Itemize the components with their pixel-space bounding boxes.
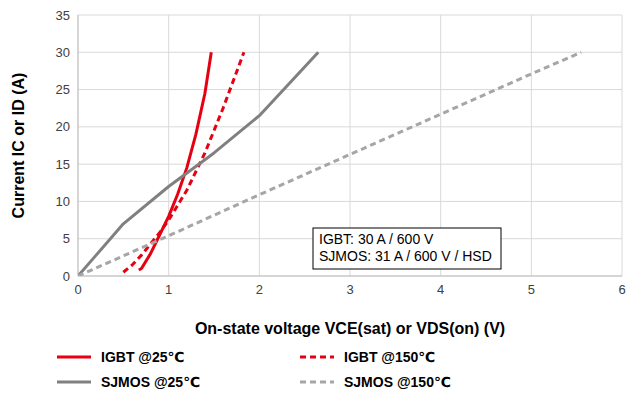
annotation-frame xyxy=(313,228,501,269)
legend-swatch xyxy=(300,356,334,359)
y-grid-line xyxy=(78,52,622,53)
y-tick-label: 15 xyxy=(56,157,70,172)
series-line xyxy=(123,52,244,272)
legend-swatch xyxy=(57,356,91,359)
y-tick-label: 35 xyxy=(56,8,70,23)
x-tick-label: 2 xyxy=(256,282,263,297)
x-tick-label: 4 xyxy=(437,282,444,297)
y-tick-label: 5 xyxy=(63,231,70,246)
y-tick-label: 0 xyxy=(63,269,70,284)
legend-label: SJMOS @150℃ xyxy=(344,374,451,390)
y-grid-line xyxy=(78,276,622,277)
y-tick-label: 10 xyxy=(56,194,70,209)
y-tick-label: 30 xyxy=(56,45,70,60)
y-axis-label: Current IC or ID (A) xyxy=(10,73,27,219)
legend-swatch xyxy=(57,381,91,384)
x-grid-line xyxy=(78,15,79,276)
x-axis-line xyxy=(78,276,622,277)
x-tick-label: 3 xyxy=(346,282,353,297)
y-grid-line xyxy=(78,164,622,165)
y-grid-line xyxy=(78,126,622,127)
y-tick-label: 25 xyxy=(56,82,70,97)
x-grid-line xyxy=(622,15,623,276)
x-tick-label: 1 xyxy=(165,282,172,297)
x-grid-line xyxy=(531,15,532,276)
x-axis-label: On-state voltage VCE(sat) or VDS(on) (V) xyxy=(195,320,505,337)
series-line xyxy=(78,52,581,276)
y-tick-label: 20 xyxy=(56,119,70,134)
x-tick-label: 5 xyxy=(528,282,535,297)
x-tick-label: 0 xyxy=(74,282,81,297)
y-grid-line xyxy=(78,201,622,202)
x-grid-line xyxy=(168,15,169,276)
x-grid-line xyxy=(259,15,260,276)
legend-label: SJMOS @25℃ xyxy=(101,374,200,390)
series-line xyxy=(78,52,318,276)
y-grid-line xyxy=(78,15,622,16)
chart: 012345605101520253035IGBT: 30 A / 600 VS… xyxy=(0,0,636,402)
legend-swatch xyxy=(300,381,334,384)
annotation-box: IGBT: 30 A / 600 VSJMOS: 31 A / 600 V / … xyxy=(313,228,501,269)
series-lines xyxy=(78,52,581,276)
x-tick-label: 6 xyxy=(618,282,625,297)
annotation-text: SJMOS: 31 A / 600 V / HSD xyxy=(319,248,492,264)
legend-label: IGBT @25℃ xyxy=(101,349,185,365)
legend: IGBT @25℃ IGBT @150℃ SJMOS @25℃ SJMOS @150℃ xyxy=(57,349,451,390)
annotation-text: IGBT: 30 A / 600 V xyxy=(319,231,434,247)
y-grid-line xyxy=(78,89,622,90)
grid xyxy=(78,15,622,276)
legend-label: IGBT @150℃ xyxy=(344,349,435,365)
y-axis-line xyxy=(78,15,79,276)
